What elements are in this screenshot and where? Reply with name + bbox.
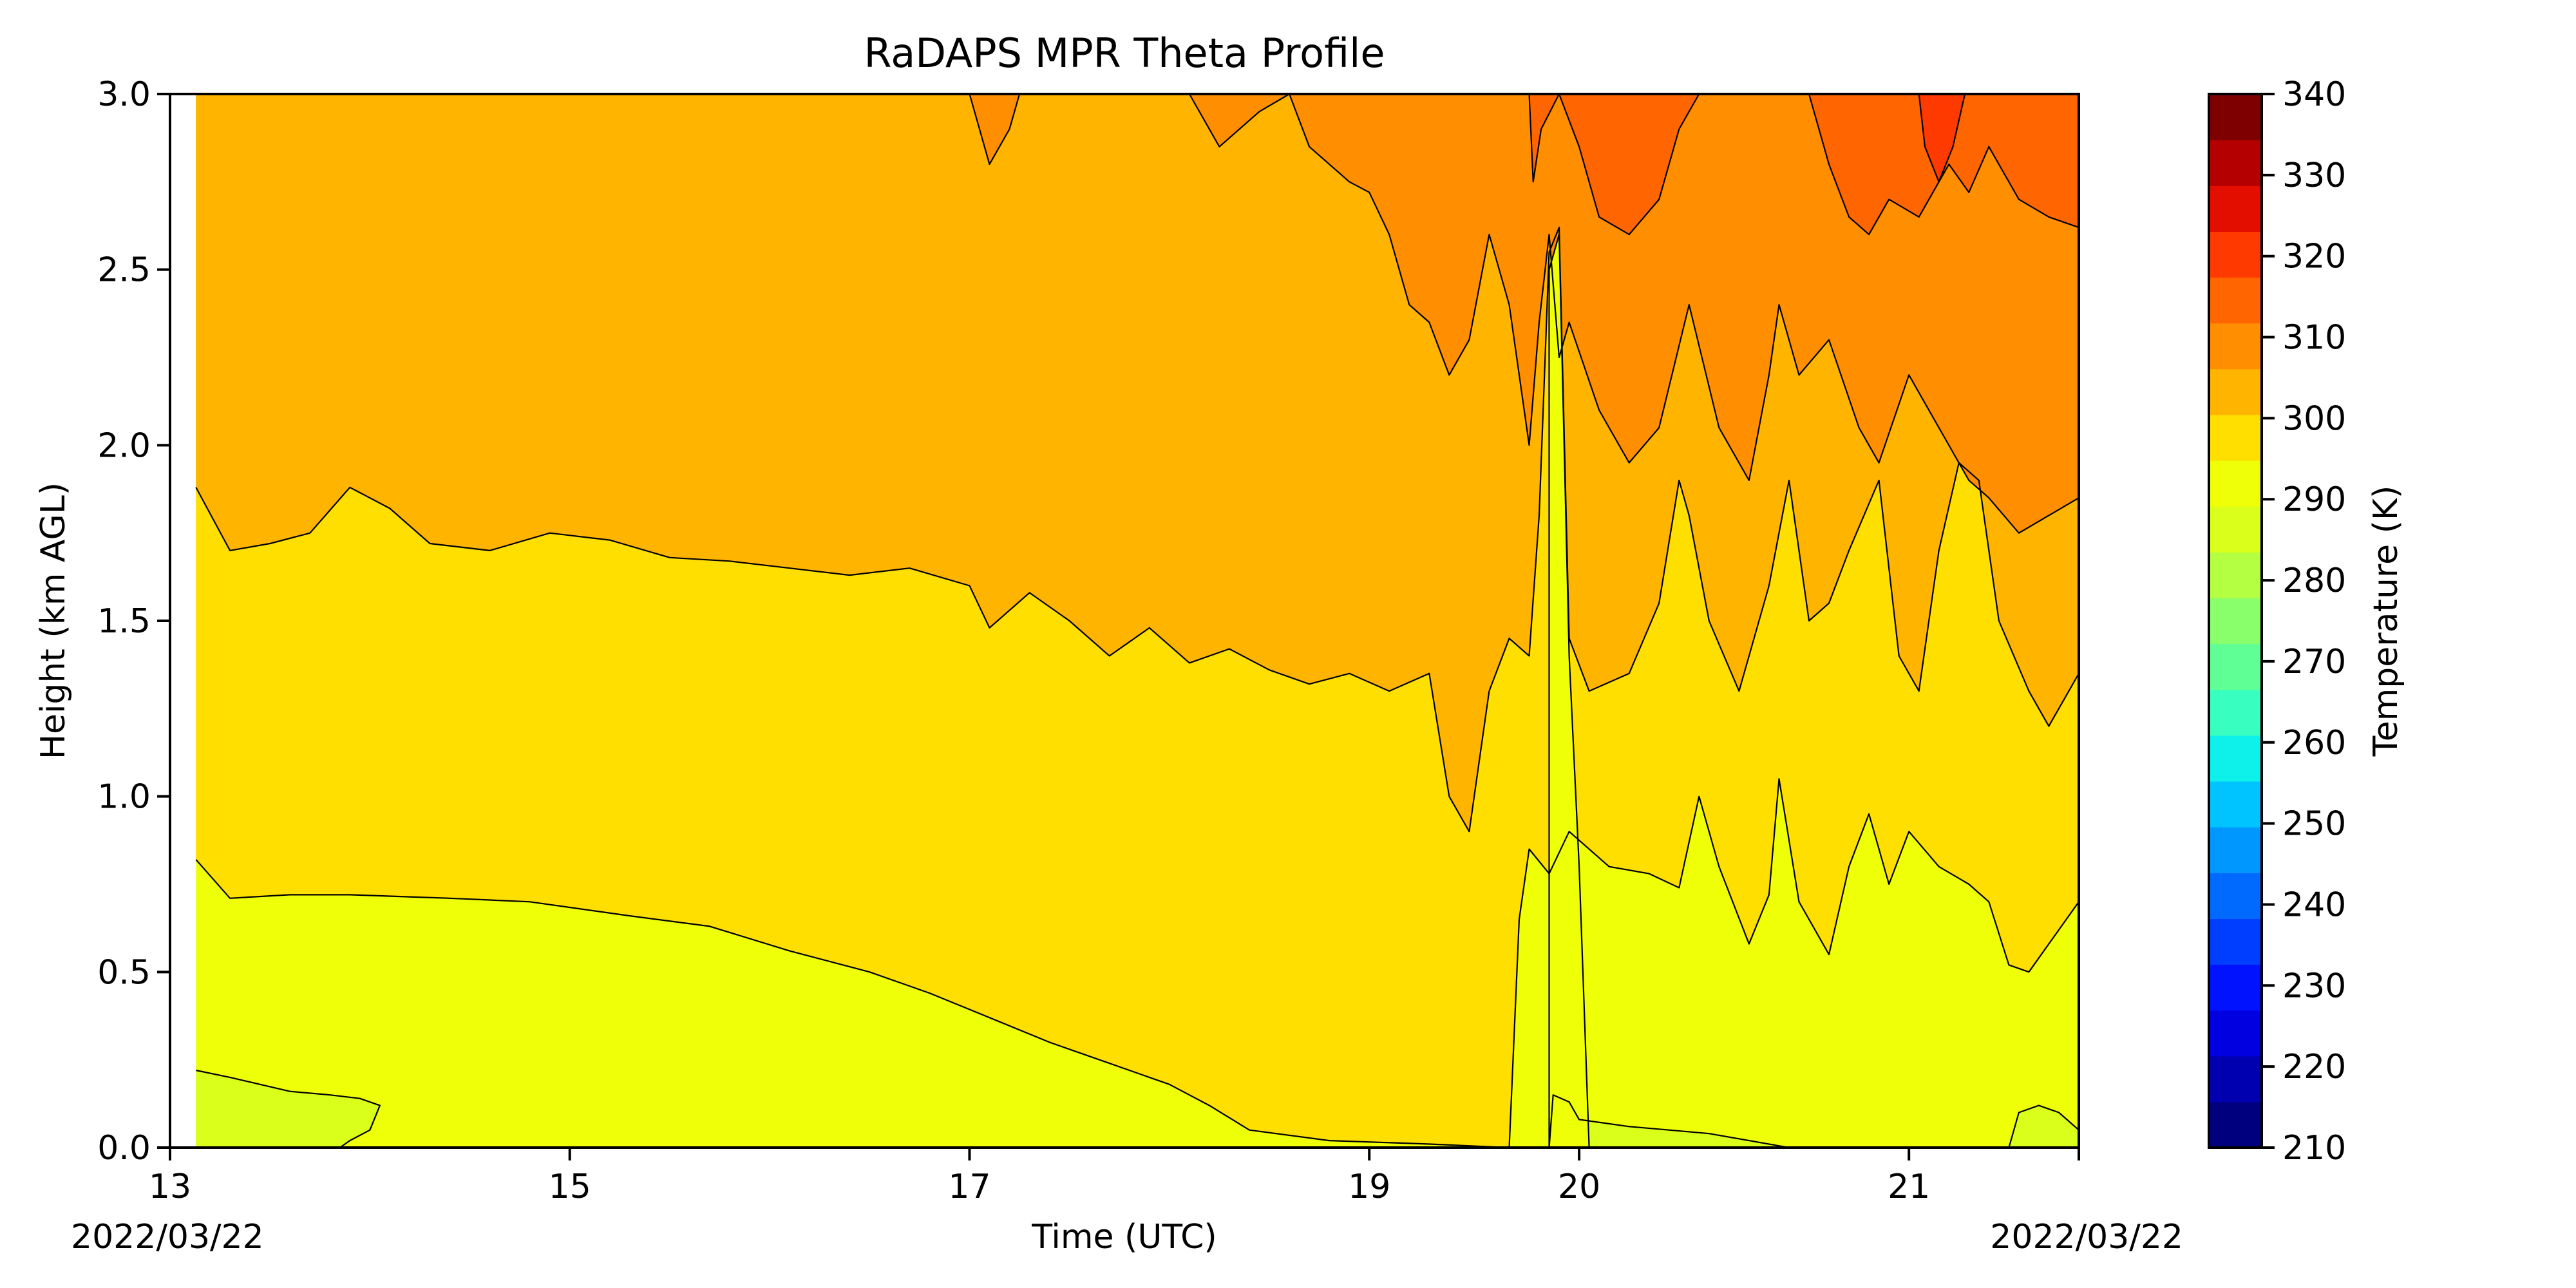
contour-fill-285-5 <box>196 1070 380 1148</box>
colorbar-frame <box>2208 93 2263 1149</box>
colorbar: 210 220 230 240 250 260 270 280 290 300 310 320 330 3… <box>2208 75 2346 1168</box>
colorbar-band <box>2209 231 2262 278</box>
contour-line-285-5 <box>196 1069 381 1148</box>
contour-line-300-1 <box>195 227 2079 833</box>
colorbar-tick-label: 290 <box>2282 480 2346 519</box>
x-tick-label: 15 <box>549 1168 591 1206</box>
contour-fill-305-2 <box>969 94 2079 533</box>
colorbar-tick-label: 330 <box>2282 156 2346 195</box>
colorbar-band <box>2209 185 2262 232</box>
colorbar-tick-label: 230 <box>2282 967 2346 1005</box>
colorbar-band <box>2209 460 2262 507</box>
colorbar-tick-label: 260 <box>2282 724 2346 762</box>
contour-fill-285-6 <box>1549 1095 1789 1148</box>
y-tick-label: 0.5 <box>97 953 151 992</box>
colorbar-band <box>2209 689 2262 736</box>
colorbar-band <box>2209 964 2262 1011</box>
colorbar-band <box>2209 94 2262 140</box>
x-tick-label: 20 <box>1558 1168 1600 1206</box>
y-tick-label: 1.5 <box>97 602 151 641</box>
y-tick-label: 2.5 <box>97 251 151 290</box>
colorbar-tick-label: 210 <box>2282 1129 2346 1168</box>
end-date-label: 2022/03/22 <box>1990 1218 2183 1256</box>
colorbar-band <box>2209 1101 2262 1148</box>
contour-line-layer <box>195 94 2079 1148</box>
y-tick-label: 0.0 <box>97 1129 151 1168</box>
plot-area <box>170 94 2079 1148</box>
contour-line-305-2 <box>969 94 2079 534</box>
start-date-label: 2022/03/22 <box>71 1218 264 1256</box>
colorbar-band <box>2209 918 2262 965</box>
y-tick-label: 2.0 <box>97 426 151 465</box>
colorbar-band <box>2209 827 2262 873</box>
contour-fill-layer <box>196 94 2079 1148</box>
colorbar-band <box>2209 781 2262 828</box>
y-tick-label: 3.0 <box>97 75 151 114</box>
x-tick-label: 17 <box>948 1168 990 1206</box>
x-tick-label: 21 <box>1888 1168 1930 1206</box>
contour-fill-290-8 <box>1549 234 1589 1148</box>
colorbar-tick-label: 250 <box>2282 805 2346 844</box>
contour-line-285-7 <box>2008 1104 2079 1148</box>
contour-line-310-3 <box>1528 94 2079 236</box>
colorbar-band <box>2209 368 2262 415</box>
y-tick-label: 1.0 <box>97 778 151 817</box>
colorbar-tick-label: 340 <box>2282 75 2346 114</box>
colorbar-band <box>2209 506 2262 553</box>
colorbar-tick-label: 300 <box>2282 399 2346 438</box>
colorbar-tick-label: 270 <box>2282 643 2346 681</box>
x-axis: 13 15 17 19 20 21 <box>149 1148 2080 1206</box>
colorbar-tick-label: 240 <box>2282 886 2346 924</box>
contour-line-285-6 <box>1548 1094 1790 1148</box>
colorbar-tick-label: 220 <box>2282 1048 2346 1086</box>
colorbar-band <box>2209 414 2262 461</box>
x-axis-label: Time (UTC) <box>1031 1218 1217 1256</box>
x-tick-label: 13 <box>149 1168 191 1206</box>
colorbar-band <box>2209 643 2262 690</box>
colorbar-tick-label: 280 <box>2282 562 2346 600</box>
colorbar-band <box>2209 1056 2262 1103</box>
x-tick-label: 19 <box>1348 1168 1390 1206</box>
colorbar-tick-label: 310 <box>2282 319 2346 357</box>
contour-line-290-8 <box>1548 234 1590 1148</box>
contour-line-315-4 <box>1918 94 1966 183</box>
y-axis-label: Height (km AGL) <box>34 482 73 759</box>
colorbar-band <box>2209 1010 2262 1057</box>
colorbar-band <box>2209 552 2262 599</box>
colorbar-band <box>2209 323 2262 370</box>
colorbar-label: Temperature (K) <box>2367 486 2405 757</box>
colorbar-band <box>2209 598 2262 645</box>
chart-title: RaDAPS MPR Theta Profile <box>864 30 1385 77</box>
colorbar-band <box>2209 277 2262 324</box>
colorbar-tick-label: 320 <box>2282 238 2346 276</box>
contour-fill-285-7 <box>2009 1105 2079 1148</box>
colorbar-band <box>2209 735 2262 782</box>
y-axis: 0.0 0.5 1.0 1.5 2.0 2.5 3.0 <box>97 75 170 1168</box>
colorbar-band <box>2209 140 2262 186</box>
colorbar-band <box>2209 873 2262 919</box>
